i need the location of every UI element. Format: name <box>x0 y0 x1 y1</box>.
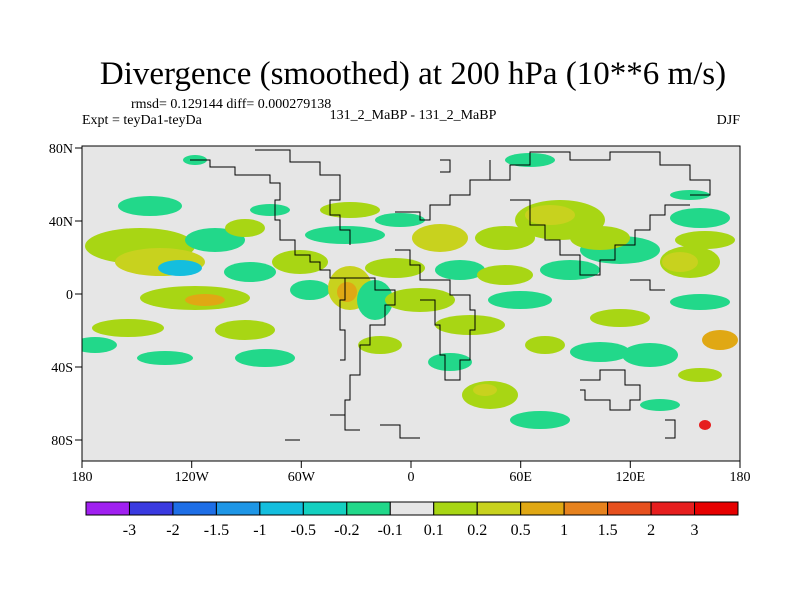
colorbar-label: 0.1 <box>424 522 444 539</box>
season-label: DJF <box>717 113 741 128</box>
colorbar: -3 -2 -1.5 -1 -0.5 -0.2 -0.1 0.1 0.2 0.5 1 1.5 2 3 <box>85 501 739 539</box>
y-tick-label: 40N <box>49 215 73 230</box>
colorbar-label: 2 <box>647 522 655 539</box>
expt-label: Expt = teyDa1-teyDa <box>82 113 203 128</box>
x-tick-label: 0 <box>408 470 415 485</box>
colorbar-label: 0.5 <box>511 522 531 539</box>
comparison-label: 131_2_MaBP - 131_2_MaBP <box>330 108 497 123</box>
y-tick-label: 0 <box>66 288 73 303</box>
colorbar-swatch <box>476 501 522 516</box>
colorbar-swatch <box>607 501 652 516</box>
colorbar-swatch <box>520 501 565 516</box>
colorbar-swatch <box>128 501 174 516</box>
colorbar-swatch <box>259 501 304 516</box>
coastlines <box>190 149 711 441</box>
colorbar-label: 0.2 <box>467 522 487 539</box>
colorbar-swatch <box>563 501 609 516</box>
x-tick-label: 60W <box>288 470 316 485</box>
colorbar-label: -3 <box>123 522 136 539</box>
divergence-field <box>82 153 738 430</box>
x-tick-label: 120W <box>175 470 210 485</box>
colorbar-swatch <box>389 501 435 516</box>
colorbar-label: -1.5 <box>204 522 229 539</box>
colorbar-label: 3 <box>691 522 699 539</box>
y-tick-label: 40S <box>51 361 73 376</box>
colorbar-swatch <box>302 501 348 516</box>
x-tick-label: 120E <box>616 470 646 485</box>
colorbar-label: 1.5 <box>598 522 618 539</box>
colorbar-swatch <box>172 501 217 516</box>
colorbar-swatch <box>433 501 478 516</box>
colorbar-label: -0.2 <box>334 522 359 539</box>
rmsd-label: rmsd= 0.129144 diff= 0.000279138 <box>131 97 331 112</box>
colorbar-swatch <box>85 501 130 516</box>
colorbar-label: -2 <box>166 522 179 539</box>
colorbar-swatch <box>215 501 261 516</box>
x-tick-label: 180 <box>72 470 93 485</box>
colorbar-label: -1 <box>253 522 266 539</box>
x-tick-label: 180 <box>730 470 751 485</box>
colorbar-swatch <box>650 501 696 516</box>
y-tick-label: 80S <box>51 434 73 449</box>
colorbar-label: -0.5 <box>291 522 316 539</box>
colorbar-label: -0.1 <box>378 522 403 539</box>
tick-marks <box>75 147 741 468</box>
x-tick-label: 60E <box>509 470 532 485</box>
x-axis-labels: 180 120W 60W 0 60E 120E 180 <box>72 470 751 485</box>
y-axis-labels: 80N 40N 0 40S 80S <box>49 142 73 449</box>
colorbar-label: 1 <box>560 522 568 539</box>
colorbar-swatch <box>694 501 739 516</box>
chart-title: Divergence (smoothed) at 200 hPa (10**6 … <box>100 56 726 92</box>
y-tick-label: 80N <box>49 142 73 157</box>
colorbar-swatch <box>346 501 391 516</box>
